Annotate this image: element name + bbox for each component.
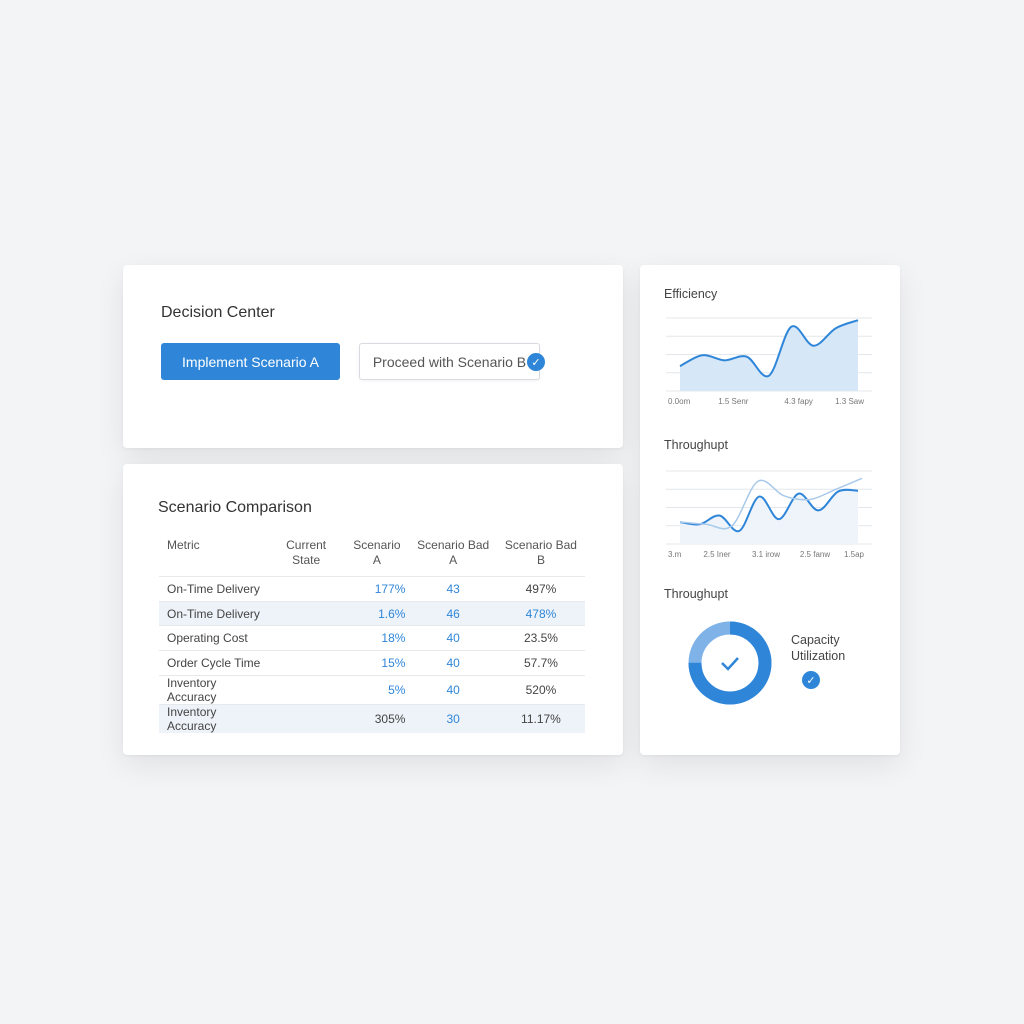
table-cell: 520% xyxy=(496,674,585,705)
table-cell: 497% xyxy=(496,576,585,602)
table-row: On-Time Delivery 1.6% 46 478% xyxy=(159,600,585,626)
series-area xyxy=(680,320,858,391)
throughput-title: Throughupt xyxy=(664,438,728,452)
table-row: Operating Cost 18% 40 23.5% xyxy=(159,625,585,651)
table-cell: 478% xyxy=(496,600,585,626)
table-row: Inventory Accuracy 5% 40 520% xyxy=(159,674,585,705)
metrics-card: Efficiency 0.0om 1.5 Senr 4.3 fapy 1.3 Saw … xyxy=(640,265,900,755)
check-icon: ✓ xyxy=(527,353,545,371)
column-header: Metric xyxy=(167,538,200,552)
gauge-title: Throughupt xyxy=(664,587,728,601)
x-tick-label: 2.5 Iner xyxy=(703,550,730,559)
check-icon xyxy=(721,657,739,671)
table-cell: 5% xyxy=(344,674,410,705)
comparison-table: Metric Current State Scenario A Scenario Ba… xyxy=(159,536,585,733)
table-row: Inventory Accuracy 305% 30 11.17% xyxy=(159,703,585,733)
table-cell xyxy=(267,576,345,602)
implement-scenario-a-button[interactable]: Implement Scenario A xyxy=(161,343,340,380)
check-icon: ✓ xyxy=(802,671,820,689)
table-cell: 30 xyxy=(409,703,497,733)
table-cell: 40 xyxy=(409,650,497,676)
proceed-scenario-b-button[interactable]: Proceed with Scenario B xyxy=(359,343,540,380)
x-tick-label: 1.5 Senr xyxy=(718,397,749,406)
throughput-chart: 3.m 2.5 Iner 3.1 irow 2.5 fanw 1.5ap xyxy=(666,470,872,559)
table-cell xyxy=(267,650,345,676)
column-header: Current State xyxy=(286,538,327,567)
capacity-label: Capacity Utilization xyxy=(791,633,846,663)
decision-center-card: Decision Center Implement Scenario A Pro… xyxy=(123,265,623,448)
table-cell xyxy=(267,600,345,626)
table-cell: On-Time Delivery xyxy=(159,576,268,602)
column-header: Scenario Bad A xyxy=(417,538,490,567)
table-cell: 57.7% xyxy=(496,650,585,676)
table-cell: 11.17% xyxy=(496,703,585,733)
x-tick-label: 4.3 fapy xyxy=(784,397,812,406)
table-cell: Operating Cost xyxy=(159,625,268,651)
series-line xyxy=(679,488,859,533)
table-cell xyxy=(267,703,345,733)
table-cell: Order Cycle Time xyxy=(159,650,268,676)
efficiency-chart: 0.0om 1.5 Senr 4.3 fapy 1.3 Saw xyxy=(666,317,872,406)
table-cell: Inventory Accuracy xyxy=(159,703,268,733)
table-row: Order Cycle Time 15% 40 57.7% xyxy=(159,650,585,676)
table-cell: 18% xyxy=(344,625,410,651)
x-tick-label: 1.5ap xyxy=(844,550,865,559)
table-cell: 40 xyxy=(409,674,497,705)
x-tick-label: 0.0om xyxy=(668,397,691,406)
series-line xyxy=(679,319,859,378)
table-cell: On-Time Delivery xyxy=(159,600,268,626)
table-cell xyxy=(267,625,345,651)
efficiency-title: Efficiency xyxy=(664,287,718,301)
table-cell: 177% xyxy=(344,576,410,602)
capacity-donut xyxy=(688,621,772,705)
column-header: Scenario Bad B xyxy=(504,538,577,567)
x-tick-label: 1.3 Saw xyxy=(835,397,864,406)
table-cell: 15% xyxy=(344,650,410,676)
series-line xyxy=(679,477,863,530)
x-tick-label: 3.m xyxy=(668,550,682,559)
x-tick-label: 2.5 fanw xyxy=(800,550,830,559)
series-area xyxy=(680,489,858,544)
x-tick-label: 3.1 irow xyxy=(752,550,780,559)
table-cell: 40 xyxy=(409,625,497,651)
decision-center-title: Decision Center xyxy=(161,304,275,321)
column-header: Scenario A xyxy=(353,538,401,567)
table-cell: 305% xyxy=(344,703,410,733)
table-cell xyxy=(267,674,345,705)
table-cell: 43 xyxy=(409,576,497,602)
scenario-comparison-card: Scenario Comparison Metric Current State S… xyxy=(123,464,623,755)
table-cell: 23.5% xyxy=(496,625,585,651)
table-cell: Inventory Accuracy xyxy=(159,674,268,705)
table-cell: 46 xyxy=(409,600,497,626)
scenario-comparison-title: Scenario Comparison xyxy=(158,499,312,516)
table-row: On-Time Delivery 177% 43 497% xyxy=(159,576,585,602)
table-cell: 1.6% xyxy=(344,600,410,626)
